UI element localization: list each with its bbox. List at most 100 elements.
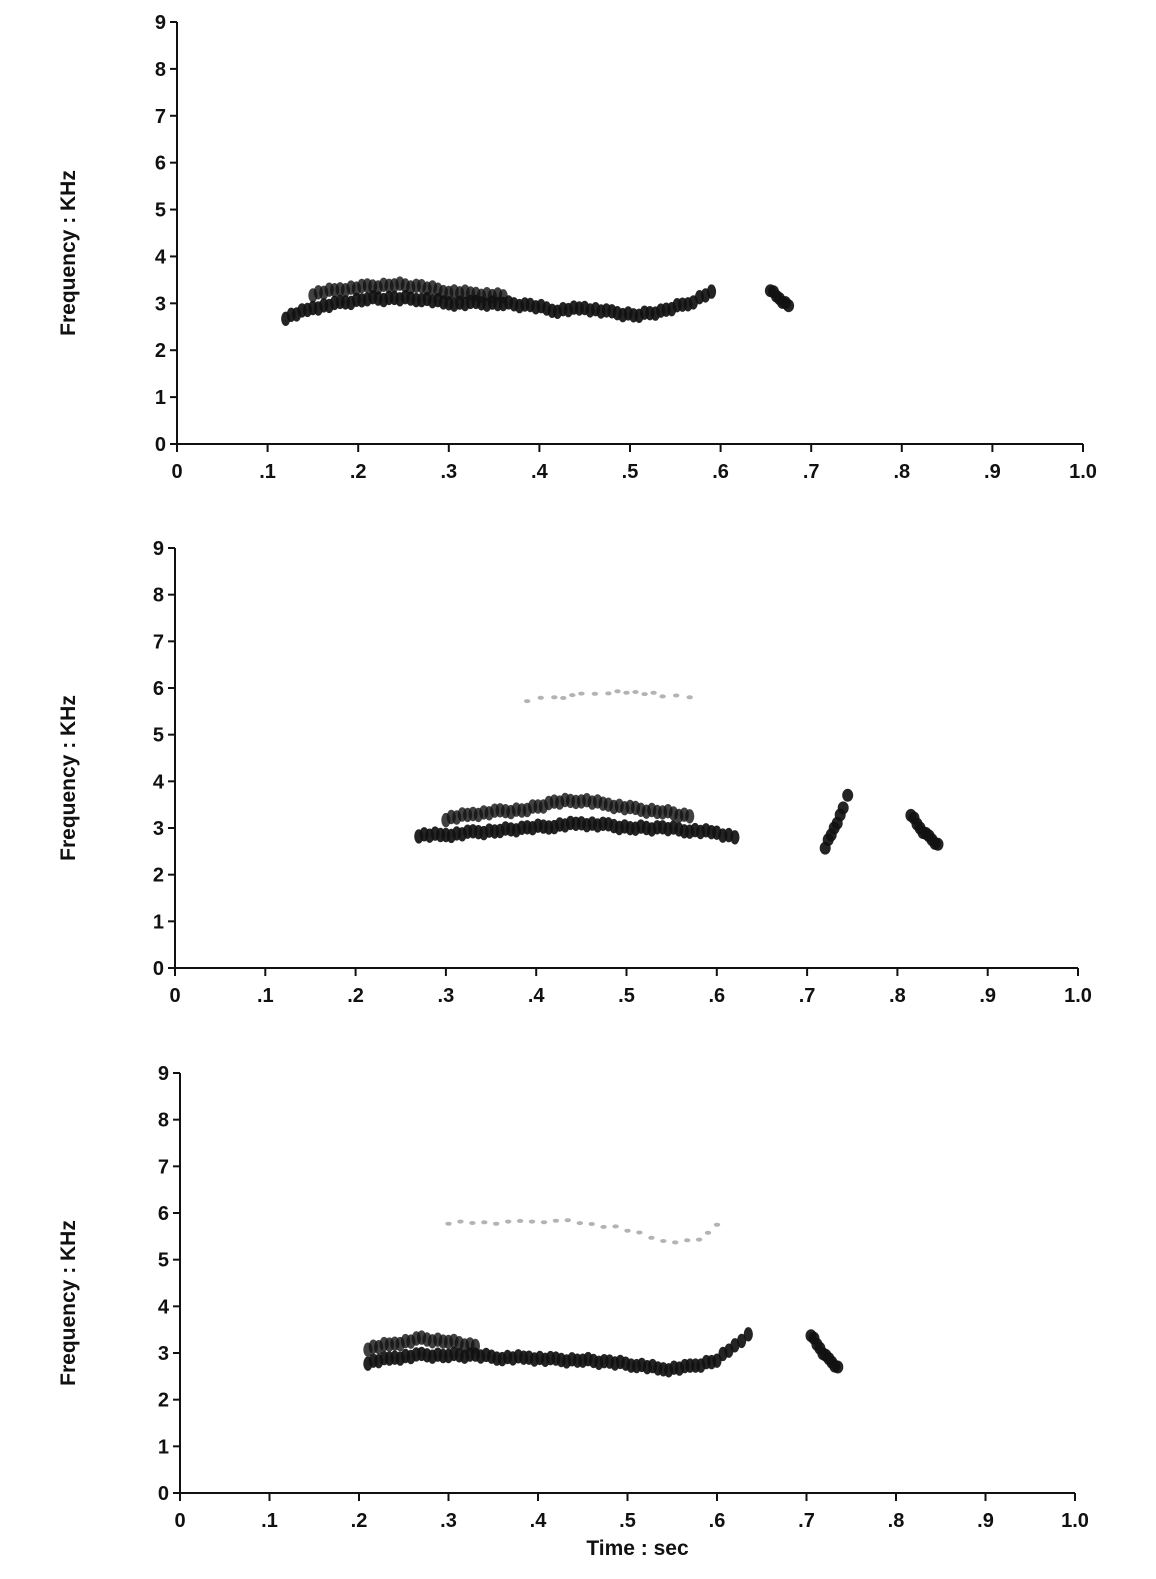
spectrogram-mark <box>591 691 599 696</box>
spectrogram-mark <box>470 1338 480 1354</box>
spectrogram-mark <box>457 1219 464 1224</box>
spectrogram-mark <box>783 299 795 313</box>
spectrogram-panel-1: 0 1 2 3 4 5 6 7 8 9 0 .1 .2 .3 .4 .5 .6 .7 .8 .9 1.0 Freque… <box>57 12 1097 483</box>
x-tick-label: .5 <box>618 985 635 1007</box>
spectrogram-mark <box>650 690 657 695</box>
x-tick-label: .9 <box>979 985 996 1007</box>
spectrogram-mark <box>569 693 576 698</box>
spectrogram-mark <box>612 1224 619 1229</box>
spectrogram-mark <box>632 690 639 694</box>
x-tick-label: .6 <box>712 461 729 483</box>
spectrogram-mark <box>837 801 849 815</box>
x-tick-label: .6 <box>708 985 725 1007</box>
y-tick-label: 0 <box>153 958 164 980</box>
spectrogram-mark <box>641 692 648 697</box>
spectrogram-mark <box>578 691 585 696</box>
y-tick-label: 6 <box>153 678 164 700</box>
x-tick-label: .6 <box>709 1510 726 1532</box>
spectrogram-mark <box>564 1218 571 1223</box>
panel-3-x-axis-label: Time : sec <box>586 1537 689 1560</box>
spectrogram-mark <box>551 695 558 700</box>
y-tick-label: 8 <box>158 1110 169 1132</box>
y-tick-label: 1 <box>155 387 166 409</box>
spectrogram-mark <box>737 1333 747 1349</box>
x-tick-label: .2 <box>347 985 364 1007</box>
spectrogram-mark <box>493 1221 500 1226</box>
y-tick-label: 5 <box>155 200 166 222</box>
spectrogram-mark <box>832 1360 844 1374</box>
panel-2-y-axis-label: Frequency : KHz <box>57 695 80 861</box>
x-tick-label: .3 <box>438 985 455 1007</box>
spectrogram-mark <box>498 289 508 304</box>
spectrogram-mark <box>540 1220 548 1225</box>
spectrogram-mark <box>686 695 693 700</box>
x-tick-label: .8 <box>889 985 906 1007</box>
spectrogram-mark <box>672 1240 679 1245</box>
panel-2-y-ticks: 0 1 2 3 4 5 6 7 8 9 <box>153 538 175 980</box>
spectrogram-mark <box>605 691 612 696</box>
spectrogram-panel-3: 0 1 2 3 4 5 6 7 8 9 0 .1 .2 .3 .4 .5 .6 .7 .8 .9 1.0 Freque… <box>57 1063 1089 1560</box>
x-tick-label: .7 <box>803 461 820 483</box>
x-tick-label: .4 <box>531 461 549 483</box>
y-tick-label: 3 <box>155 293 166 315</box>
x-tick-label: .9 <box>984 461 1001 483</box>
spectrogram-mark <box>713 1222 721 1227</box>
y-tick-label: 5 <box>153 725 164 747</box>
x-tick-label: 1.0 <box>1069 461 1097 483</box>
y-tick-label: 5 <box>158 1250 169 1272</box>
spectrogram-mark <box>505 1219 512 1224</box>
panel-1-y-ticks: 0 1 2 3 4 5 6 7 8 9 <box>155 12 177 456</box>
spectrogram-mark <box>695 1237 703 1242</box>
y-tick-label: 2 <box>155 340 166 362</box>
x-tick-label: .4 <box>528 985 546 1007</box>
spectrogram-panel-2: 0 1 2 3 4 5 6 7 8 9 0 .1 .2 .3 .4 .5 .6 .7 .8 .9 1.0 Freque… <box>57 538 1092 1007</box>
spectrogram-mark <box>552 1218 560 1223</box>
spectrogram-mark <box>469 1221 476 1225</box>
spectrogram-mark <box>660 1239 667 1243</box>
y-tick-label: 6 <box>158 1203 169 1225</box>
x-tick-label: .8 <box>888 1510 905 1532</box>
y-tick-label: 9 <box>153 538 164 560</box>
panel-1-y-axis-label: Frequency : KHz <box>57 170 80 336</box>
y-tick-label: 7 <box>158 1156 169 1178</box>
spectrogram-mark <box>673 693 680 698</box>
y-tick-label: 4 <box>153 771 165 793</box>
x-tick-label: 1.0 <box>1064 985 1092 1007</box>
spectrogram-mark <box>730 830 740 845</box>
spectrogram-mark <box>685 809 695 824</box>
panel-2-marks <box>414 689 944 855</box>
spectrogram-mark <box>600 1224 607 1229</box>
spectrogram-mark <box>623 690 630 695</box>
x-tick-label: .5 <box>622 461 639 483</box>
spectrogram-mark <box>576 1221 583 1226</box>
panel-3-marks <box>363 1218 844 1378</box>
y-tick-label: 3 <box>158 1343 169 1365</box>
spectrogram-mark <box>481 1220 488 1225</box>
spectrogram-mark <box>932 837 944 851</box>
x-tick-label: .9 <box>977 1510 994 1532</box>
y-tick-label: 7 <box>155 106 166 128</box>
panel-3-x-ticks: 0 .1 .2 .3 .4 .5 .6 .7 .8 .9 1.0 <box>174 1493 1089 1532</box>
spectrogram-mark <box>614 689 621 694</box>
spectrogram-mark <box>636 1230 643 1235</box>
y-tick-label: 3 <box>153 818 164 840</box>
panel-1-x-ticks: 0 .1 .2 .3 .4 .5 .6 .7 .8 .9 1.0 <box>171 444 1097 483</box>
spectrogram-mark <box>648 1235 655 1240</box>
x-tick-label: .2 <box>351 1510 368 1532</box>
x-tick-label: .7 <box>798 1510 815 1532</box>
panel-3-y-ticks: 0 1 2 3 4 5 6 7 8 9 <box>158 1063 180 1505</box>
spectrogram-mark <box>842 788 854 802</box>
spectrogram-mark <box>537 695 544 700</box>
panel-2-x-ticks: 0 .1 .2 .3 .4 .5 .6 .7 .8 .9 1.0 <box>169 968 1092 1007</box>
panel-1-marks <box>281 276 795 326</box>
x-tick-label: .3 <box>440 1510 457 1532</box>
spectrogram-mark <box>528 1219 536 1224</box>
spectrogram-mark <box>524 699 531 704</box>
spectrogram-mark <box>560 696 567 700</box>
spectrogram-mark <box>659 694 666 699</box>
y-tick-label: 4 <box>155 246 167 268</box>
spectrogram-mark <box>684 1238 691 1243</box>
y-tick-label: 1 <box>158 1436 169 1458</box>
y-tick-label: 7 <box>153 631 164 653</box>
